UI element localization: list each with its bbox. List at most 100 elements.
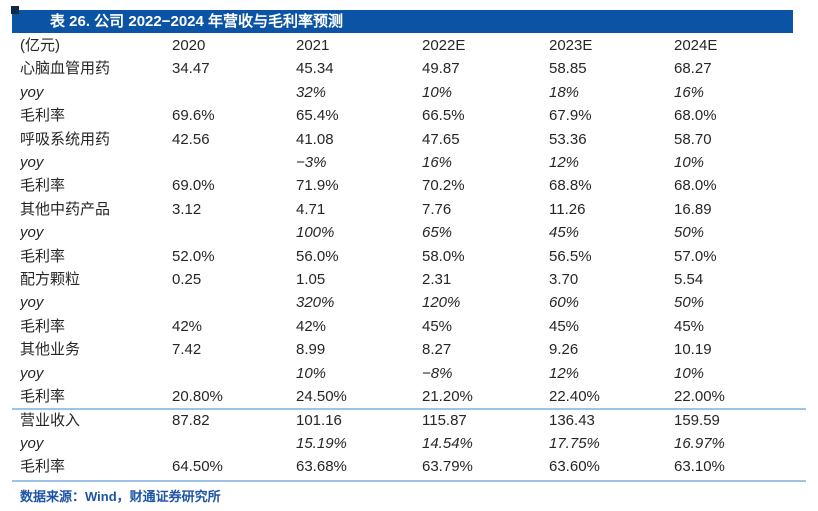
cell-value: 41.08 [296,130,334,148]
cell-value: 63.60% [549,458,600,476]
table-title: 表 26. 公司 2022−2024 年营收与毛利率预测 [50,13,344,30]
table-row: yoy 100% 65% 45% 50% [20,221,800,244]
column-header-2023e: 2023E [549,37,593,54]
cell-value: 120% [422,294,461,312]
cell-value: 52.0% [172,247,215,265]
cell-value: 56.5% [549,247,592,265]
row-label: 毛利率 [20,317,66,335]
cell-value: 70.2% [422,177,465,195]
row-label: 毛利率 [20,177,66,195]
row-label: 配方颗粒 [20,271,81,289]
cell-value: 68.0% [674,177,717,195]
cell-value: 49.87 [422,60,460,78]
cell-value: 68.0% [674,107,717,125]
cell-value: −3% [296,154,327,172]
cell-value: 101.16 [296,411,342,429]
table-row: 配方颗粒 0.25 1.05 2.31 3.70 5.54 [20,268,800,291]
row-label: 毛利率 [20,388,66,406]
cell-value [172,432,296,455]
divider-line-top [12,408,806,410]
cell-value: 18% [549,83,580,101]
row-label: yoy [20,364,44,382]
cell-value: 65% [422,224,453,242]
table-row: 营业收入 87.82 101.16 115.87 136.43 159.59 [20,409,800,432]
divider-line-bottom [12,480,806,482]
cell-value: 56.0% [296,247,339,265]
cell-value: 67.9% [549,107,592,125]
cell-value: 3.70 [549,271,579,289]
cell-value: 7.42 [172,341,202,359]
cell-value: 69.0% [172,177,215,195]
column-header-2022e: 2022E [422,37,466,54]
cell-value: 159.59 [674,411,720,429]
cell-value: 69.6% [172,107,215,125]
table-body: 心脑血管用药 34.47 45.34 49.87 58.85 68.27 yoy… [20,57,800,478]
cell-value: 10.19 [674,341,712,359]
cell-value: 32% [296,83,327,101]
cell-value: 11.26 [549,200,586,218]
cell-value: 17.75% [549,434,600,452]
cell-value: 14.54% [422,434,473,452]
cell-value: 60% [549,294,580,312]
cell-value: 16% [674,83,705,101]
cell-value: 3.12 [172,200,202,218]
row-label: 毛利率 [20,107,66,125]
table-row: 心脑血管用药 34.47 45.34 49.87 58.85 68.27 [20,57,800,80]
cell-value: 16.97% [674,434,725,452]
cell-value: −8% [422,364,453,382]
cell-value: 10% [422,83,453,101]
cell-value [172,362,296,385]
row-label: yoy [20,434,44,452]
cell-value: 10% [296,364,327,382]
title-accent-square [11,6,19,14]
cell-value: 10% [674,364,705,382]
table-row: yoy −3% 16% 12% 10% [20,151,800,174]
table-row: yoy 32% 10% 18% 16% [20,81,800,104]
cell-value: 45% [422,317,453,335]
cell-value [172,221,296,244]
cell-value: 16.89 [674,200,712,218]
column-header-unit: (亿元) [20,37,60,54]
cell-value: 47.65 [422,130,460,148]
column-header-2020: 2020 [172,37,206,54]
row-label: 营业收入 [20,411,81,429]
row-label: 其他中药产品 [20,200,111,218]
row-label: 毛利率 [20,458,66,476]
cell-value: 42.56 [172,130,210,148]
cell-value: 87.82 [172,411,210,429]
column-header-2021: 2021 [296,37,330,54]
cell-value: 5.54 [674,271,704,289]
table-row: 呼吸系统用药 42.56 41.08 47.65 53.36 58.70 [20,128,800,151]
table-row: 毛利率 69.0% 71.9% 70.2% 68.8% 68.0% [20,174,800,197]
cell-value: 63.10% [674,458,725,476]
cell-value: 16% [422,154,453,172]
table-row: 毛利率 52.0% 56.0% 58.0% 56.5% 57.0% [20,245,800,268]
cell-value: 71.9% [296,177,339,195]
cell-value: 8.27 [422,341,452,359]
row-label: yoy [20,294,44,312]
table-row: yoy 15.19% 14.54% 17.75% 16.97% [20,432,800,455]
cell-value: 42% [296,317,327,335]
cell-value: 320% [296,294,335,312]
cell-value: 12% [549,364,580,382]
cell-value: 136.43 [549,411,595,429]
row-label: yoy [20,154,44,172]
cell-value: 22.00% [674,388,725,406]
row-label: 其他业务 [20,341,81,359]
forecast-table: (亿元) 2020 2021 2022E 2023E 2024E 心脑血管用药 … [20,34,800,479]
cell-value: 4.71 [296,200,326,218]
cell-value [172,81,296,104]
cell-value: 50% [674,294,705,312]
cell-value: 63.79% [422,458,473,476]
cell-value: 10% [674,154,705,172]
table-row: 其他中药产品 3.12 4.71 7.76 11.26 16.89 [20,198,800,221]
row-label: yoy [20,83,44,101]
cell-value: 12% [549,154,580,172]
cell-value: 63.68% [296,458,347,476]
cell-value: 24.50% [296,388,347,406]
cell-value: 66.5% [422,107,465,125]
row-label: 心脑血管用药 [20,60,111,78]
table-row: 其他业务 7.42 8.99 8.27 9.26 10.19 [20,338,800,361]
table-row: yoy 320% 120% 60% 50% [20,291,800,314]
cell-value: 7.76 [422,200,452,218]
